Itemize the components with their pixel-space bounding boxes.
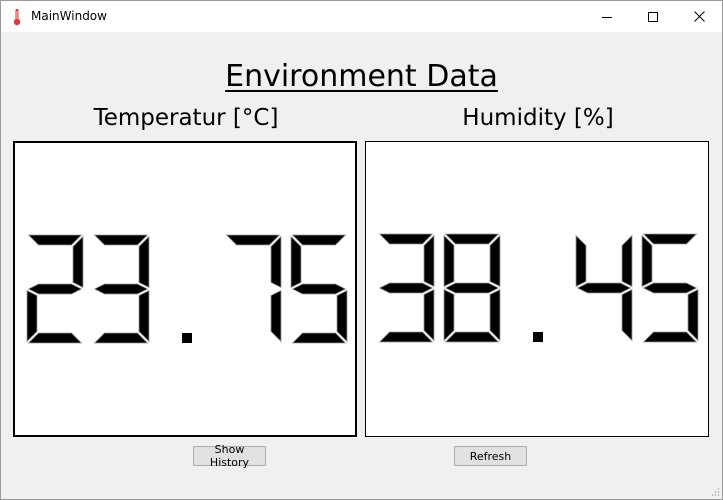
- lcd-segment: [291, 283, 347, 295]
- lcd-segment: [270, 289, 282, 343]
- lcd-segment: [138, 235, 150, 289]
- lcd-segment: [27, 332, 83, 344]
- lcd-segment: [444, 331, 500, 343]
- lcd-segment: [642, 282, 698, 294]
- lcd-segment: [291, 332, 347, 344]
- lcd-digit: [641, 233, 699, 343]
- lcd-segment: [576, 282, 632, 294]
- lcd-segment: [444, 233, 500, 245]
- maximize-icon: [648, 11, 658, 22]
- lcd-digit: [290, 234, 348, 344]
- lcd-decimal-point: [182, 333, 192, 343]
- lcd-segment: [72, 235, 84, 289]
- show-history-button[interactable]: Show History: [193, 443, 266, 469]
- lcd-segment: [489, 234, 501, 288]
- lcd-segment: [26, 289, 38, 343]
- lcd-segment: [27, 234, 83, 246]
- minimize-icon: [602, 16, 612, 18]
- temperature-label: Temperatur [°C]: [93, 105, 279, 131]
- lcd-segment: [225, 234, 281, 246]
- thermometer-icon: [13, 9, 21, 26]
- lcd-segment: [423, 234, 435, 288]
- lcd-segment: [290, 235, 302, 289]
- title-bar[interactable]: MainWindow: [1, 1, 722, 32]
- lcd-segment: [270, 235, 282, 289]
- humidity-lcd-digits: [378, 233, 699, 343]
- lcd-segment: [642, 331, 698, 343]
- lcd-segment: [336, 289, 348, 343]
- lcd-segment: [489, 288, 501, 342]
- lcd-segment: [533, 332, 543, 342]
- lcd-digit: [378, 233, 435, 343]
- lcd-segment: [444, 282, 500, 294]
- lcd-segment: [423, 288, 435, 342]
- lcd-segment: [443, 288, 455, 342]
- lcd-digit: [575, 234, 633, 342]
- close-button[interactable]: [676, 1, 722, 32]
- window-title: MainWindow: [31, 9, 107, 23]
- lcd-segment: [641, 234, 653, 288]
- lcd-segment: [93, 234, 149, 246]
- lcd-digit: [26, 234, 84, 344]
- lcd-segment: [27, 283, 83, 295]
- refresh-button[interactable]: Refresh: [454, 446, 527, 466]
- lcd-segment: [575, 234, 587, 288]
- minimize-button[interactable]: [584, 1, 630, 32]
- lcd-segment: [378, 282, 434, 294]
- close-icon: [693, 11, 705, 22]
- page-title: Environment Data: [225, 59, 498, 94]
- lcd-segment: [642, 233, 698, 245]
- lcd-segment: [621, 288, 633, 342]
- temperature-lcd-digits: [26, 234, 348, 344]
- lcd-segment: [291, 234, 347, 246]
- lcd-digit: [443, 233, 501, 343]
- lcd-digit: [93, 234, 150, 344]
- resize-grip-icon[interactable]: [710, 487, 720, 497]
- lcd-segment: [378, 233, 434, 245]
- humidity-lcd-display: [365, 141, 709, 437]
- lcd-decimal-point: [533, 332, 543, 342]
- lcd-segment: [443, 234, 455, 288]
- lcd-segment: [93, 332, 149, 344]
- lcd-segment: [182, 333, 192, 343]
- lcd-segment: [687, 288, 699, 342]
- lcd-segment: [93, 283, 149, 295]
- maximize-button[interactable]: [630, 1, 676, 32]
- lcd-digit: [225, 234, 282, 343]
- temperature-lcd-display: [13, 141, 357, 437]
- lcd-segment: [138, 289, 150, 343]
- lcd-segment: [378, 331, 434, 343]
- lcd-segment: [621, 234, 633, 288]
- humidity-label: Humidity [%]: [462, 105, 614, 131]
